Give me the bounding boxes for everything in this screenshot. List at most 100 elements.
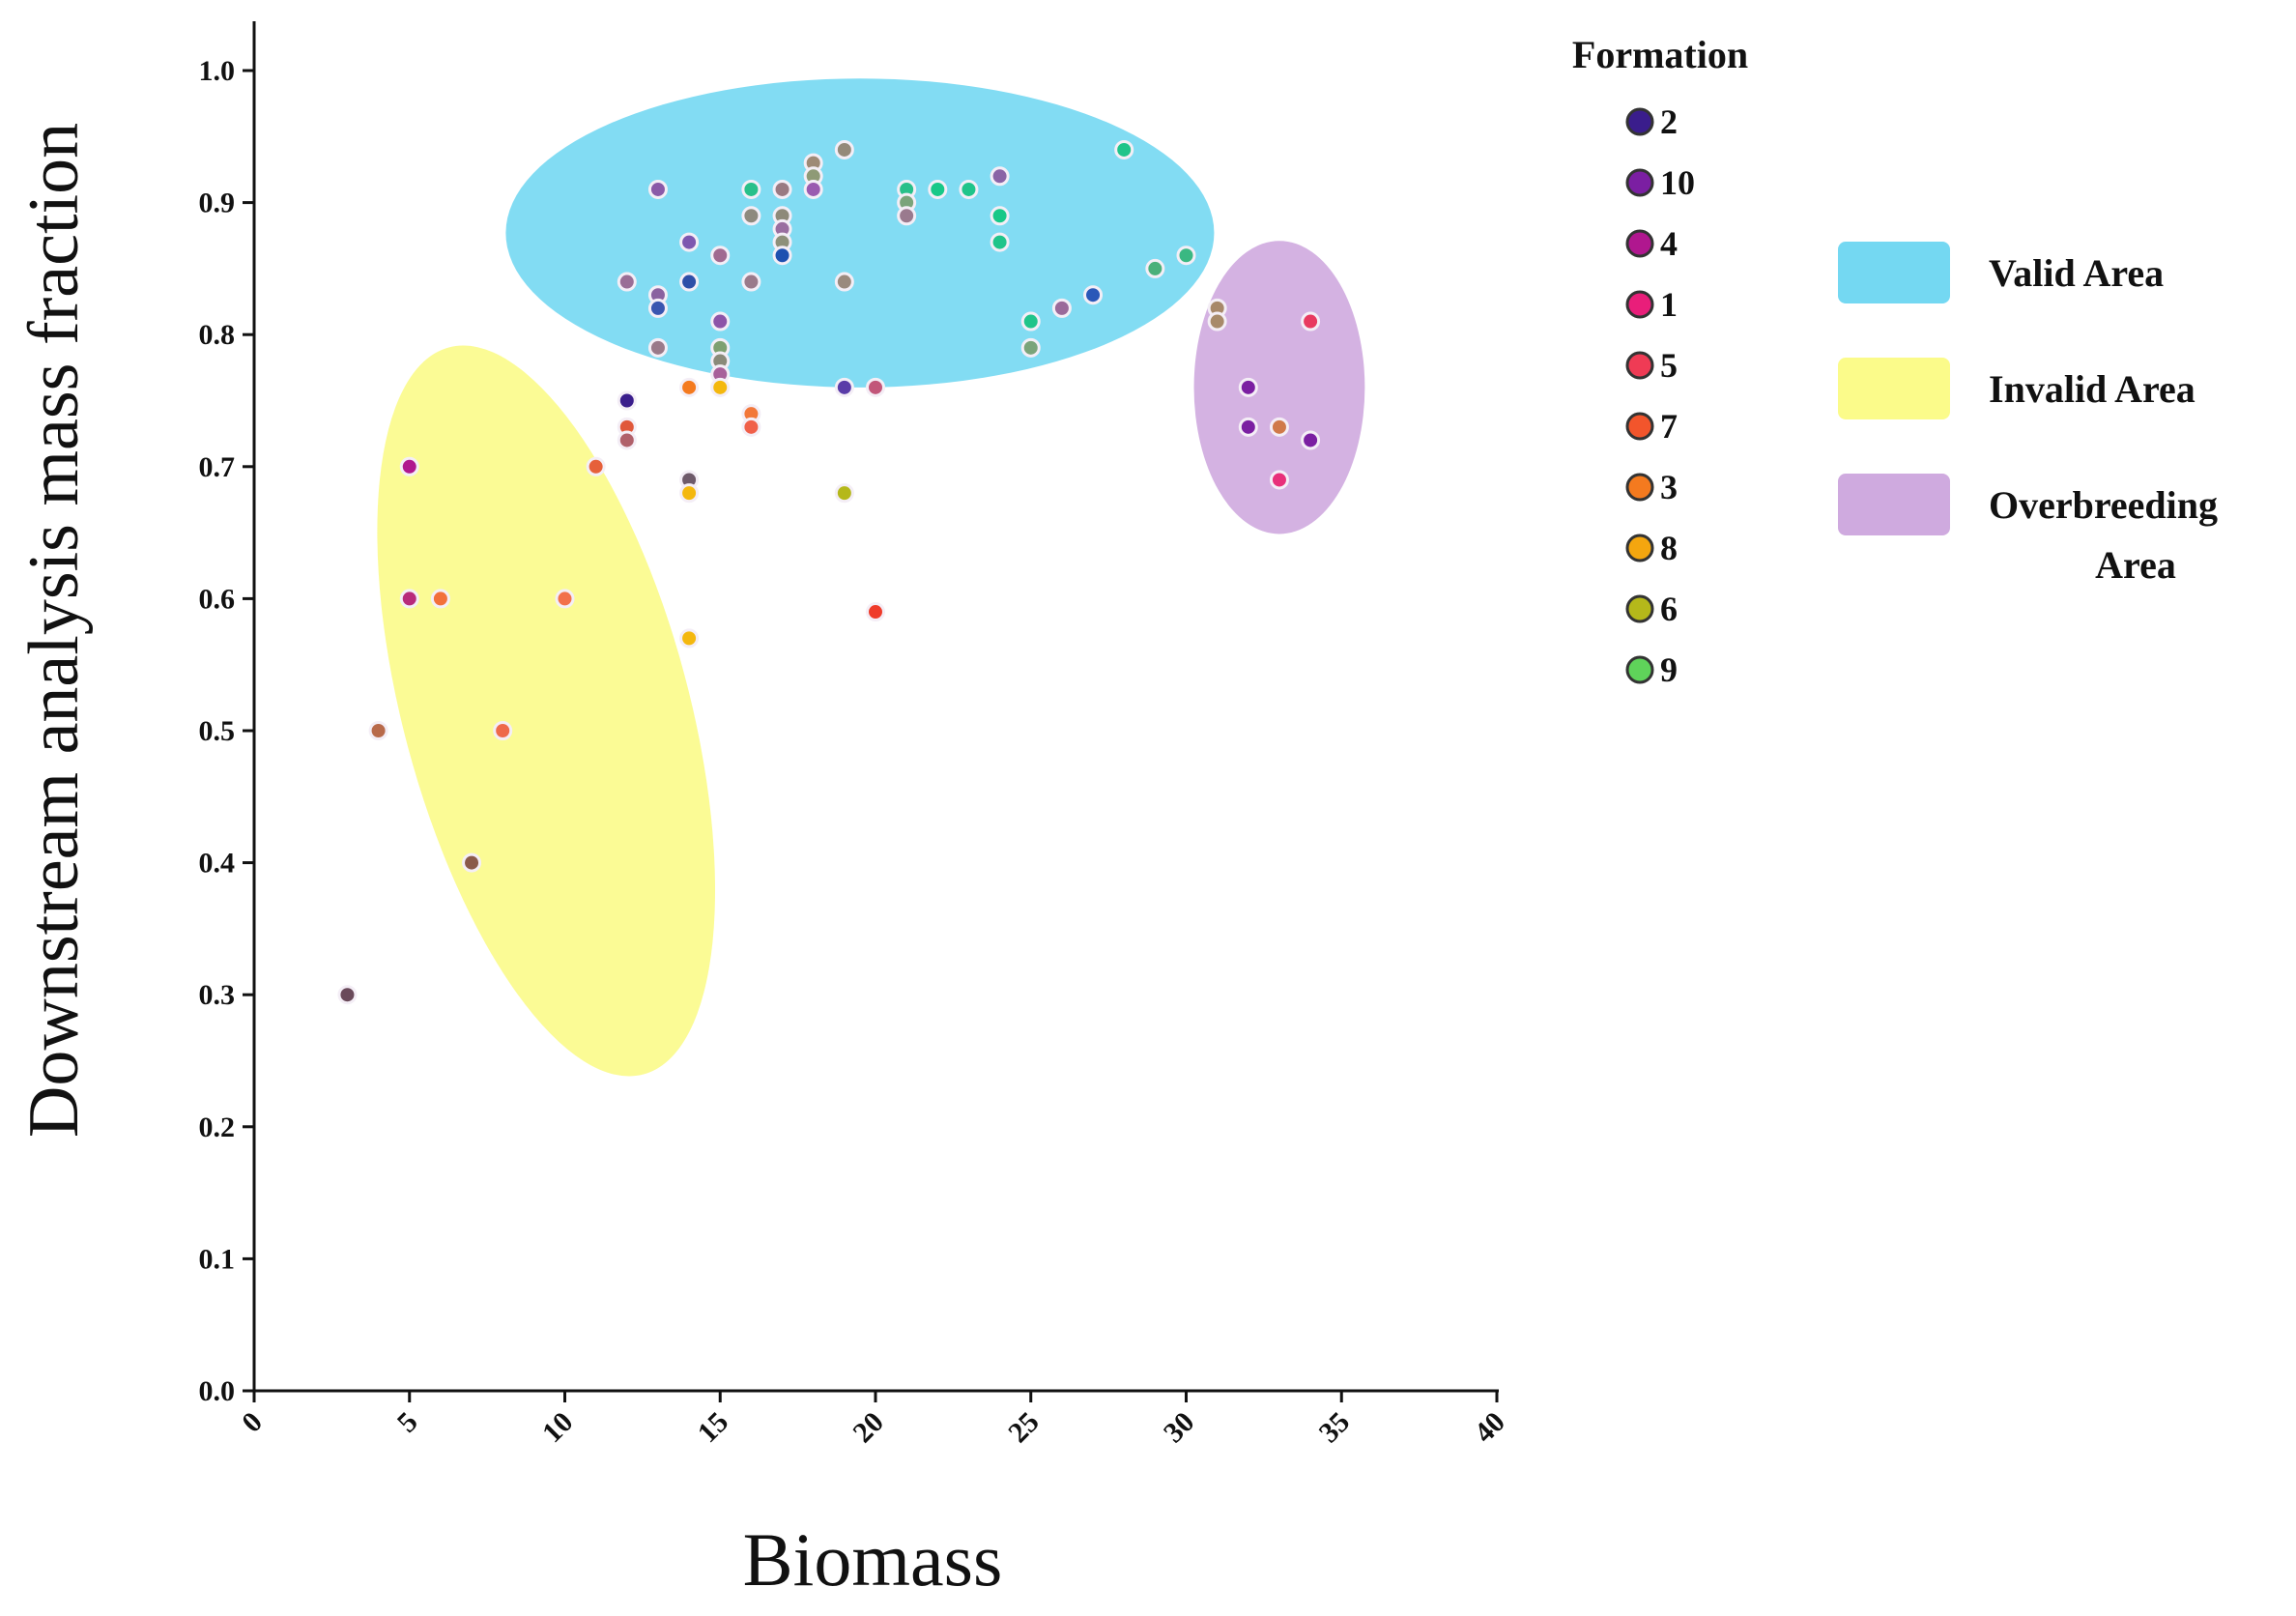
data-point [462, 852, 482, 873]
data-point [959, 179, 979, 199]
data-point [617, 390, 637, 411]
data-point [1207, 311, 1227, 332]
y-tick-label: 0.2 [199, 1111, 236, 1143]
data-point [710, 245, 731, 266]
legend-label: 8 [1660, 529, 1678, 567]
y-tick-label: 0.4 [199, 848, 236, 880]
x-tick-label: 40 [1468, 1406, 1511, 1450]
data-point [1301, 311, 1321, 332]
data-point [399, 456, 419, 476]
legend-marker [1625, 473, 1654, 502]
legend-marker [1625, 534, 1654, 563]
data-point [555, 589, 575, 609]
data-point [834, 377, 854, 397]
data-point [647, 337, 668, 358]
data-point [1269, 417, 1289, 437]
data-point [647, 298, 668, 318]
y-tick-label: 0.9 [199, 188, 236, 219]
formation-legend: 2 10 4 1 5 7 3 8 6 9 [1625, 102, 1695, 689]
legend-title: Formation [1572, 33, 1748, 76]
y-tick-label: 0.0 [199, 1375, 236, 1407]
region-legend-swatch [1838, 358, 1950, 419]
legend-marker [1625, 229, 1654, 258]
region-invalid-area [377, 345, 716, 1077]
data-point [1020, 311, 1041, 332]
data-point [928, 179, 948, 199]
region-legend-label: Invalid Area [1989, 367, 2196, 411]
x-tick-label: 20 [847, 1406, 890, 1450]
data-point [617, 272, 637, 292]
data-point [1145, 258, 1165, 278]
data-point [679, 483, 700, 504]
legend-label: 7 [1660, 407, 1678, 446]
data-points [337, 139, 1321, 1005]
legend-marker [1625, 290, 1654, 319]
legend-label: 2 [1660, 102, 1678, 141]
legend-marker [1625, 107, 1654, 136]
x-tick-label: 15 [692, 1406, 735, 1450]
data-point [834, 272, 854, 292]
data-point [772, 245, 792, 266]
data-point [1114, 139, 1134, 159]
data-point [772, 179, 792, 199]
data-point [1301, 430, 1321, 450]
data-point [990, 206, 1010, 226]
legend-marker [1625, 351, 1654, 380]
data-point [430, 589, 450, 609]
region-legend-label: Valid Area [1989, 251, 2164, 295]
data-point [617, 430, 637, 450]
data-point [866, 602, 885, 622]
region-legend: Valid Area Invalid Area Overbreeding Area [1838, 242, 2218, 587]
legend-marker [1625, 594, 1654, 623]
data-point [990, 232, 1010, 252]
data-point [1051, 298, 1072, 318]
data-point [679, 272, 700, 292]
data-point [337, 985, 358, 1005]
region-legend-swatch [1838, 474, 1950, 535]
data-point [586, 456, 606, 476]
data-point [834, 483, 854, 504]
legend-label: 4 [1660, 224, 1678, 263]
region-legend-swatch [1838, 242, 1950, 303]
legend-label: 5 [1660, 346, 1678, 385]
legend-label: 3 [1660, 468, 1678, 506]
legend-label: 1 [1660, 285, 1678, 324]
legend-marker [1625, 412, 1654, 441]
region-legend-label: Area [2095, 543, 2176, 587]
region-legend-label: Overbreeding [1989, 483, 2218, 527]
data-point [1238, 377, 1258, 397]
data-point [368, 721, 388, 740]
y-tick-label: 0.3 [199, 979, 236, 1011]
data-point [710, 377, 731, 397]
y-tick-label: 0.6 [199, 583, 236, 615]
data-point [399, 589, 419, 609]
y-axis-label: Downstream analysis mass fraction [14, 123, 94, 1138]
legend-label: 6 [1660, 590, 1678, 628]
y-tick-label: 0.8 [199, 319, 236, 351]
x-tick-label: 0 [236, 1406, 269, 1439]
data-point [679, 377, 700, 397]
region-overbreeding-area [1193, 241, 1365, 534]
x-tick-label: 25 [1002, 1406, 1046, 1450]
region-valid-area [505, 78, 1215, 388]
data-point [834, 139, 854, 159]
y-tick-label: 0.1 [199, 1243, 236, 1275]
y-tick-label: 1.0 [199, 55, 236, 87]
data-point [897, 206, 917, 226]
y-tick-label: 0.5 [199, 715, 236, 747]
data-point [1176, 245, 1196, 266]
data-point [741, 417, 761, 437]
data-point [1083, 285, 1104, 305]
data-point [803, 179, 823, 199]
data-point [866, 377, 885, 397]
legend-label: 9 [1660, 650, 1678, 689]
data-point [1238, 417, 1258, 437]
legend-marker [1625, 168, 1654, 197]
x-tick-label: 35 [1313, 1406, 1357, 1450]
data-point [990, 166, 1010, 187]
x-tick-label: 10 [536, 1406, 580, 1450]
data-point [710, 311, 731, 332]
data-point [679, 232, 700, 252]
x-tick-label: 5 [391, 1406, 424, 1439]
